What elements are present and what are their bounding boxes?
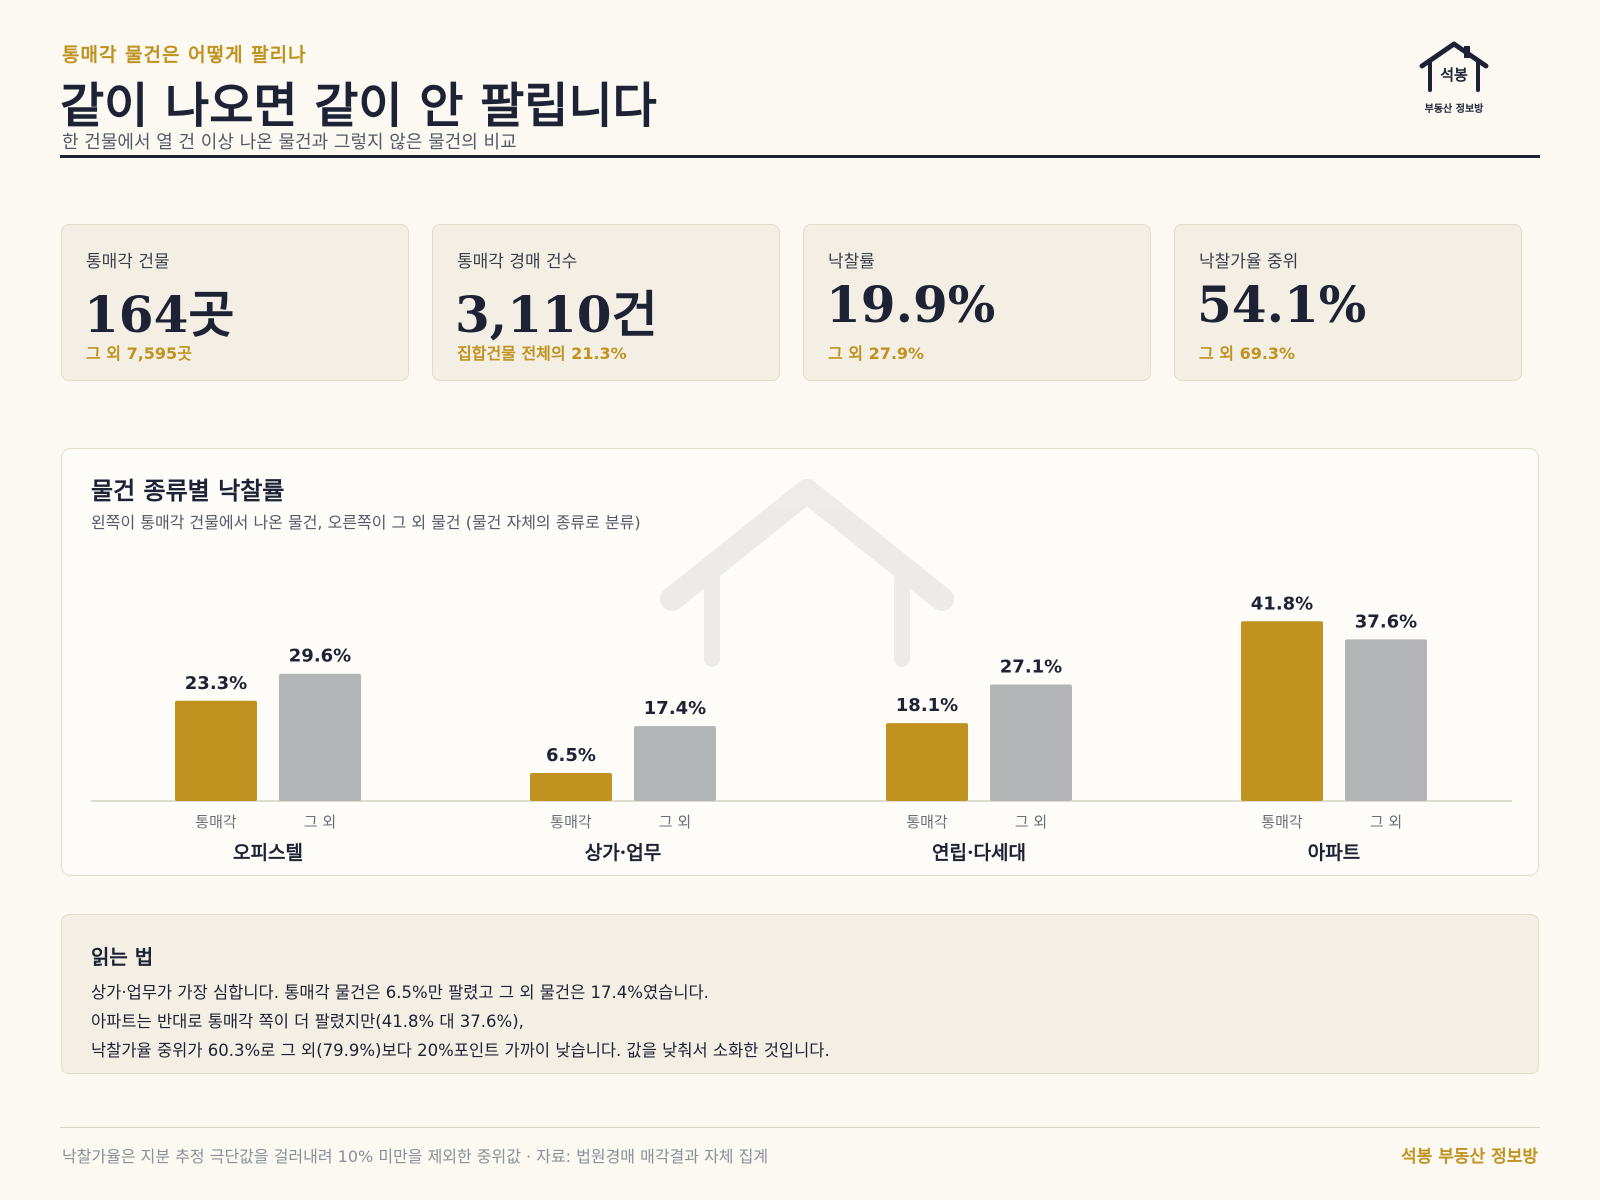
category-label: 연립·다세대 xyxy=(932,842,1026,864)
reading-line: 아파트는 반대로 통매각 쪽이 더 팔렸지만(41.8% 대 37.6%), xyxy=(91,1012,524,1031)
bar-bulk xyxy=(175,700,257,801)
series-tick-label: 그 외 xyxy=(659,813,691,831)
kpi-card-cases: 통매각 경매 건수 3,110건 집합건물 전체의 21.3% xyxy=(432,224,780,381)
footer-note: 낙찰가율은 지분 추정 극단값을 걸러내려 10% 미만을 제외한 중위값 · … xyxy=(62,1147,769,1166)
footer-brand: 석봉 부동산 정보방 xyxy=(1401,1147,1538,1167)
bar-other xyxy=(990,684,1072,801)
kpi-value: 19.9% xyxy=(826,275,996,334)
category-label: 오피스텔 xyxy=(233,842,303,864)
data-label: 29.6% xyxy=(289,646,351,667)
bar-bulk xyxy=(886,723,968,801)
kpi-note: 그 외 69.3% xyxy=(1199,344,1296,363)
logo-name: 석봉 xyxy=(1440,66,1468,84)
page-title: 같이 나오면 같이 안 팔립니다 xyxy=(60,78,657,134)
bar-other xyxy=(279,673,361,801)
page-subtitle: 한 건물에서 열 건 이상 나온 물건과 그렇지 않은 물건의 비교 xyxy=(62,132,517,153)
kpi-label: 낙찰률 xyxy=(828,252,875,272)
series-tick-label: 통매각 xyxy=(195,813,237,831)
reading-line: 낙찰가율 중위가 60.3%로 그 외(79.9%)보다 20%포인트 가까이 … xyxy=(91,1041,830,1060)
category-label: 상가·업무 xyxy=(585,842,662,864)
chart-subtitle: 왼쪽이 통매각 건물에서 나온 물건, 오른쪽이 그 외 물건 (물건 자체의 … xyxy=(91,513,641,532)
reading-line: 상가·업무가 가장 심합니다. 통매각 물건은 6.5%만 팔렸고 그 외 물건… xyxy=(91,983,709,1002)
kpi-value: 3,110건 xyxy=(455,285,658,344)
bar-bulk xyxy=(530,773,612,801)
bar-bulk xyxy=(1241,621,1323,801)
kpi-card-sale-rate: 낙찰률 19.9% 그 외 27.9% xyxy=(803,224,1151,381)
data-label: 18.1% xyxy=(896,695,958,716)
series-tick-label: 그 외 xyxy=(1370,813,1402,831)
header-rule xyxy=(60,155,1540,158)
reading-guide: 읽는 법 상가·업무가 가장 심합니다. 통매각 물건은 6.5%만 팔렸고 그… xyxy=(61,914,1539,1074)
series-tick-label: 통매각 xyxy=(550,813,592,831)
watermark-logo xyxy=(660,479,954,667)
data-label: 37.6% xyxy=(1355,611,1417,632)
kpi-value: 54.1% xyxy=(1197,275,1367,334)
series-tick-label: 통매각 xyxy=(1261,813,1303,831)
kpi-note: 집합건물 전체의 21.3% xyxy=(457,344,627,363)
data-label: 6.5% xyxy=(546,745,596,766)
brand-logo: 석봉 부동산 정보방 xyxy=(1418,40,1490,115)
reading-title: 읽는 법 xyxy=(91,945,154,969)
bar-other xyxy=(634,726,716,801)
series-tick-label: 그 외 xyxy=(304,813,336,831)
kpi-label: 통매각 경매 건수 xyxy=(457,252,578,272)
kpi-value: 164곳 xyxy=(84,285,235,344)
kpi-label: 낙찰가율 중위 xyxy=(1199,252,1299,272)
house-icon xyxy=(1419,41,1489,92)
data-label: 23.3% xyxy=(185,673,247,694)
data-label: 17.4% xyxy=(644,698,706,719)
kpi-card-price-ratio: 낙찰가율 중위 54.1% 그 외 69.3% xyxy=(1174,224,1522,381)
series-tick-label: 통매각 xyxy=(906,813,948,831)
logo-subtitle: 부동산 정보방 xyxy=(1424,104,1484,115)
chart-title: 물건 종류별 낙찰률 xyxy=(91,476,285,505)
kicker: 통매각 물건은 어떻게 팔리나 xyxy=(62,44,307,66)
series-tick-label: 그 외 xyxy=(1015,813,1047,831)
category-label: 아파트 xyxy=(1308,842,1360,864)
data-label: 27.1% xyxy=(1000,656,1062,677)
bar-other xyxy=(1345,639,1427,801)
kpi-note: 그 외 7,595곳 xyxy=(86,344,192,363)
chart-panel: 23.3% 통매각 29.6% 그 외 오피스텔 6.5% 통매각 17.4% 그 외 상가·업무… xyxy=(61,448,1539,876)
data-label: 41.8% xyxy=(1251,593,1313,614)
kpi-note: 그 외 27.9% xyxy=(828,344,925,363)
kpi-card-buildings: 통매각 건물 164곳 그 외 7,595곳 xyxy=(61,224,409,381)
kpi-label: 통매각 건물 xyxy=(86,252,170,272)
footer-rule xyxy=(60,1127,1540,1128)
